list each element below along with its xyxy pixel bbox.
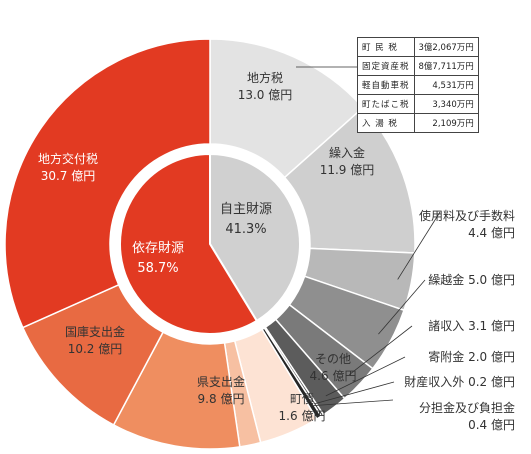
- tax-amount: 4,531万円: [413, 75, 479, 95]
- slice-value-7: 0.4 億円: [468, 418, 515, 432]
- slice-label-4: 諸収入 3.1 億円: [428, 318, 515, 333]
- leader-line-6: [314, 381, 395, 405]
- slice-value-8: 4.6 億円: [310, 369, 357, 383]
- slice-label-0: 地方税: [247, 70, 283, 85]
- tax-amount: 3億2,067万円: [413, 37, 479, 57]
- slice-label-8: その他: [315, 352, 351, 366]
- slice-value-10: 9.8 億円: [198, 392, 245, 406]
- tax-name: 軽自動車税: [357, 75, 415, 95]
- slice-value-11: 10.2 億円: [68, 342, 123, 356]
- slice-label-7: 分担金及び負担金: [419, 400, 515, 415]
- slice-label-9: 町債: [290, 391, 314, 406]
- leader-line-2: [397, 211, 441, 280]
- slice-value-2: 4.4 億円: [468, 226, 515, 240]
- slice-value-1: 11.9 億円: [320, 163, 375, 177]
- leader-line-3: [378, 279, 426, 335]
- local-tax-breakdown-table: 町 民 税 3億2,067万円 固定資産税 8億7,711万円 軽自動車税 4,531万円…: [357, 37, 479, 133]
- tax-row: 町 民 税 3億2,067万円: [357, 37, 479, 57]
- inner-percent-0: 41.3%: [225, 222, 266, 237]
- slice-value-9: 1.6 億円: [279, 409, 326, 423]
- slice-label-11: 国庫支出金: [65, 324, 125, 339]
- tax-row: 入 湯 税 2,109万円: [357, 113, 479, 133]
- tax-row: 固定資産税 8億7,711万円: [357, 56, 479, 76]
- tax-amount: 8億7,711万円: [413, 56, 479, 76]
- inner-label-0: 自主財源: [220, 202, 272, 217]
- inner-slice-1: [119, 152, 259, 335]
- tax-amount: 3,340万円: [413, 94, 479, 114]
- slice-label-3: 繰越金 5.0 億円: [428, 272, 515, 287]
- slice-label-12: 地方交付税: [38, 151, 98, 166]
- tax-row: 町たばこ税 3,340万円: [357, 94, 479, 114]
- slice-label-1: 繰入金: [329, 145, 365, 160]
- slice-label-10: 県支出金: [197, 374, 245, 389]
- leader-line-5: [325, 356, 406, 397]
- slice-label-2: 使用料及び手数料: [419, 208, 515, 223]
- tax-amount: 2,109万円: [413, 113, 479, 133]
- leader-line-7: [311, 399, 394, 407]
- tax-name: 入 湯 税: [357, 113, 415, 133]
- slice-value-12: 30.7 億円: [41, 169, 96, 183]
- slice-label-6: 財産収入外 0.2 億円: [404, 374, 515, 389]
- tax-name: 町たばこ税: [357, 94, 415, 114]
- slice-label-5: 寄附金 2.0 億円: [428, 349, 515, 364]
- inner-percent-1: 58.7%: [137, 261, 178, 276]
- tax-name: 固定資産税: [357, 56, 415, 76]
- inner-label-1: 依存財源: [132, 241, 184, 256]
- leader-line-4: [349, 325, 413, 376]
- slice-value-0: 13.0 億円: [238, 88, 293, 102]
- tax-row: 軽自動車税 4,531万円: [357, 75, 479, 95]
- tax-name: 町 民 税: [357, 37, 415, 57]
